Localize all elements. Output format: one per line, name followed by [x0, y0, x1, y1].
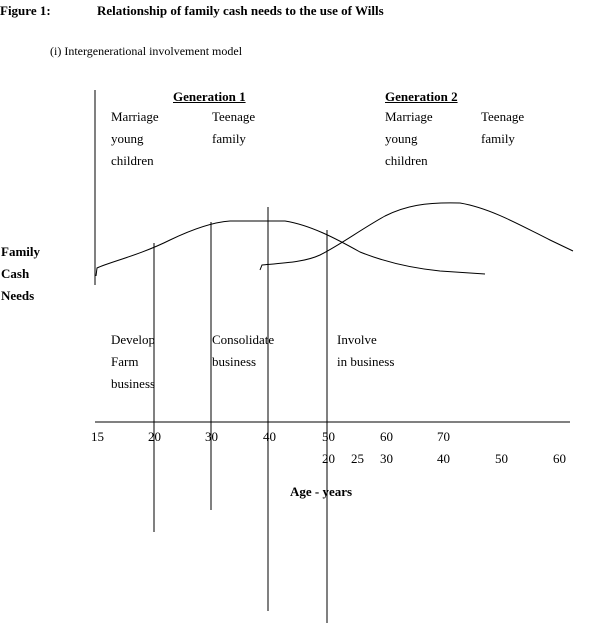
gen1-stage1-line3: children — [111, 153, 154, 168]
x-axis-label: Age - years — [290, 484, 353, 499]
gen2-tick-label: 50 — [495, 451, 508, 466]
y-axis-label-line2: Cash — [1, 266, 30, 281]
gen2-stage2-line1: Teenage — [481, 109, 525, 124]
phase-develop-line1: Develop — [111, 332, 156, 347]
figure-subtitle: (i) Intergenerational involvement model — [50, 44, 243, 58]
gen2-tick-label: 20 — [322, 451, 335, 466]
gen1-tick-label: 30 — [205, 429, 218, 444]
gen1-stage2-line2: family — [212, 131, 246, 146]
generation-2-curve — [259, 202, 574, 271]
phase-consolidate-line2: business — [212, 354, 257, 369]
gen2-tick-label: 40 — [437, 451, 450, 466]
gen1-tick-label: 40 — [263, 429, 276, 444]
phase-consolidate-line1: Consolidate — [212, 332, 275, 347]
generation-1-heading: Generation 1 — [173, 89, 246, 104]
y-axis-label-line1: Family — [1, 244, 40, 259]
gen1-stage2-line1: Teenage — [212, 109, 256, 124]
gen2-stage1-line2: young — [385, 131, 418, 146]
gen2-stage1-line1: Marriage — [385, 109, 433, 124]
gen1-tick-label: 50 — [322, 429, 335, 444]
gen1-tick-label: 20 — [148, 429, 161, 444]
figure-title: Relationship of family cash needs to the… — [97, 3, 384, 18]
gen2-tick-label: 30 — [380, 451, 393, 466]
gen2-stage2-line2: family — [481, 131, 515, 146]
phase-involve-line2: in business — [337, 354, 395, 369]
generation-1-curve — [95, 220, 486, 277]
gen1-stage1-line2: young — [111, 131, 144, 146]
generation-2-heading: Generation 2 — [385, 89, 458, 104]
phase-develop-line3: business — [111, 376, 156, 391]
gen2-stage1-line3: children — [385, 153, 428, 168]
gen1-tick-label: 15 — [91, 429, 104, 444]
gen1-tick-label: 70 — [437, 429, 450, 444]
gen1-tick-label: 60 — [380, 429, 393, 444]
gen2-tick-label: 25 — [351, 451, 364, 466]
figure-label: Figure 1: — [0, 3, 51, 18]
gen1-stage1-line1: Marriage — [111, 109, 159, 124]
phase-involve-line1: Involve — [337, 332, 377, 347]
y-axis-label-line3: Needs — [1, 288, 35, 303]
gen2-tick-label: 60 — [553, 451, 566, 466]
phase-develop-line2: Farm — [111, 354, 139, 369]
